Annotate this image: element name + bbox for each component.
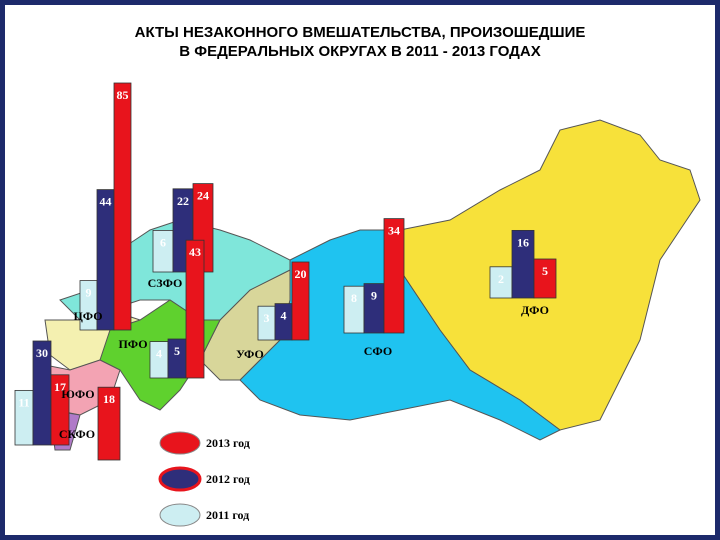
bar: [185, 239, 205, 379]
legend-swatch: [159, 503, 201, 527]
value-label: 30: [36, 346, 48, 360]
bar: [97, 386, 121, 461]
value-label: 85: [117, 88, 129, 102]
legend-label: 2012 год: [206, 472, 250, 486]
value-label: 3: [264, 311, 270, 325]
value-label: 11: [18, 395, 29, 409]
legend-swatch: [158, 466, 202, 492]
value-label: 9: [86, 286, 92, 300]
title-line-2: В ФЕДЕРАЛЬНЫХ ОКРУГАХ В 2011 - 2013 ГОДА…: [179, 43, 540, 60]
value-label: 4: [281, 309, 287, 323]
value-label: 8: [351, 291, 357, 305]
value-label: 22: [177, 194, 189, 208]
value-label: 17: [54, 380, 66, 394]
value-label: 20: [295, 267, 307, 281]
value-label: 24: [197, 189, 209, 203]
value-label: 44: [100, 195, 112, 209]
district-label: УФО: [236, 347, 264, 361]
value-label: 2: [498, 272, 504, 286]
district-label: СФО: [364, 344, 392, 358]
district-label: ПФО: [118, 337, 147, 351]
value-label: 34: [388, 224, 400, 238]
legend-label: 2013 год: [206, 436, 250, 450]
value-label: 4: [156, 347, 162, 361]
bar: [50, 374, 70, 446]
value-label: 16: [517, 235, 529, 249]
district-label: ЦФО: [73, 309, 102, 323]
value-label: 9: [371, 289, 377, 303]
district-label: СКФО: [59, 427, 95, 441]
legend-label: 2011 год: [206, 508, 249, 522]
district-label: ДФО: [521, 303, 549, 317]
value-label: 43: [189, 245, 201, 259]
legend-swatch: [159, 431, 201, 455]
district-label: СЗФО: [148, 276, 183, 290]
district-label: ЮФО: [61, 387, 94, 401]
value-label: 6: [160, 235, 166, 249]
value-label: 5: [174, 344, 180, 358]
value-label: 5: [542, 264, 548, 278]
bar: [291, 261, 310, 341]
bar: [113, 82, 132, 331]
title-line-1: АКТЫ НЕЗАКОННОГО ВМЕШАТЕЛЬСТВА, ПРОИЗОШЕ…: [135, 24, 586, 41]
bar: [383, 218, 405, 334]
bar: [533, 258, 557, 299]
value-label: 18: [103, 392, 115, 406]
